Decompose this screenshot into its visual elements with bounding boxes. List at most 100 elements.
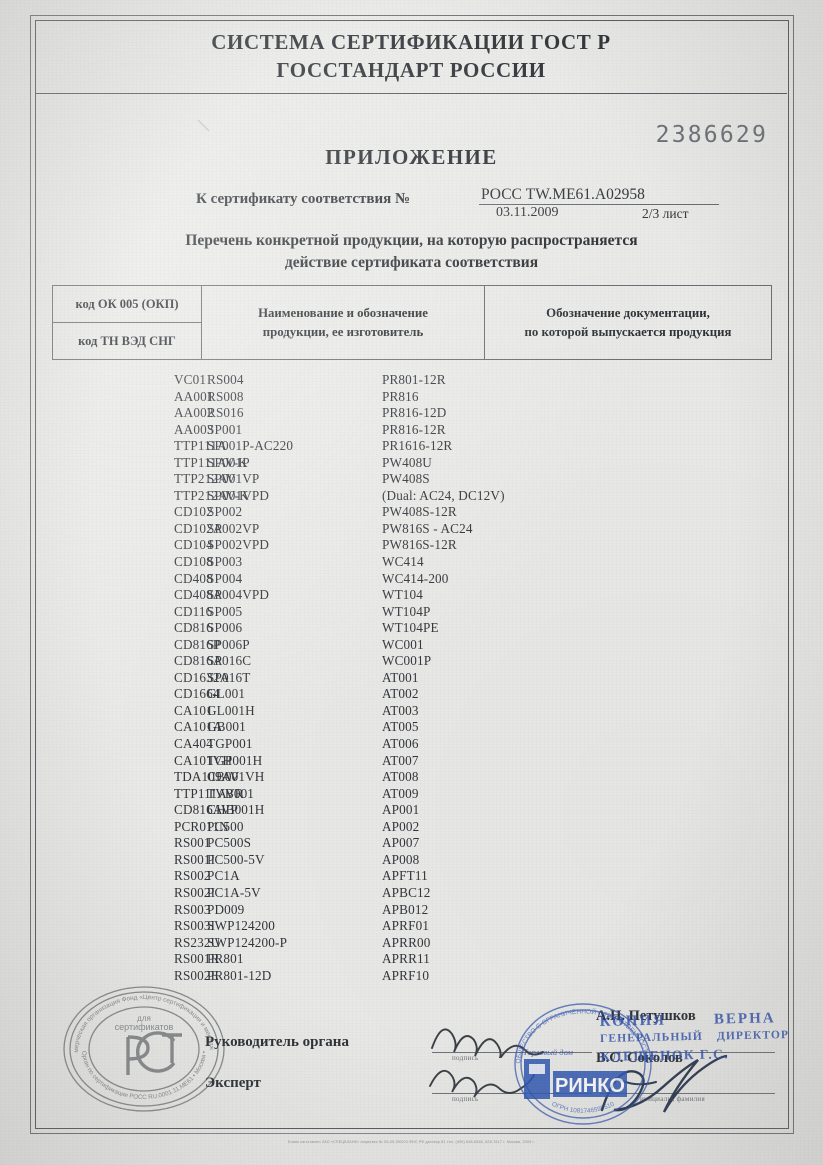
table-header-col3-line1: Обозначение документации,	[546, 305, 710, 320]
product-code: WC001P	[382, 653, 432, 669]
product-code: TGP001	[207, 736, 253, 752]
product-code: CD408A	[174, 587, 223, 603]
table-header: код ОК 005 (ОКП) код ТН ВЭД СНГ Наименов…	[52, 285, 772, 360]
product-code: WT104	[382, 587, 424, 603]
product-code: CD816AVP	[174, 802, 238, 818]
product-code: CD1664	[174, 686, 220, 702]
subtitle-line-1: Перечень конкретной продукции, на котору…	[185, 232, 638, 249]
footer-microtext: Бланк изготовлен ЗАО «СПЕЦБЛАНК» лицензи…	[288, 1140, 535, 1144]
product-code: PR816-12R	[382, 421, 446, 437]
product-code: RS004	[207, 372, 244, 387]
signature-role-head: Руководитель органа	[205, 1034, 349, 1050]
product-code: RS001	[174, 835, 211, 851]
signature-caption-head: подпись	[452, 1054, 479, 1062]
table-header-col3-line2: по которой выпускается продукция	[524, 324, 732, 339]
table-header-col3: Обозначение документации, по которой вып…	[485, 286, 771, 359]
reference-underline	[479, 204, 719, 205]
product-code: PR801-12R	[382, 372, 446, 387]
product-code: CD116	[174, 603, 213, 619]
product-code: WC414	[382, 554, 424, 570]
table-header-col2: Наименование и обозначение продукции, ее…	[202, 286, 485, 359]
product-column-3: PR801-12R PR816 PR816-12D PR816-12R PR1616-1…	[382, 372, 770, 984]
product-code: RS002	[174, 868, 211, 884]
table-header-tnved: код ТН ВЭД СНГ	[78, 333, 176, 348]
product-code: AT003	[382, 702, 419, 718]
product-code: TDA109AV	[174, 769, 240, 785]
product-code: RS003I	[174, 918, 216, 934]
product-code: PR801	[207, 951, 244, 967]
pencil-mark-icon	[197, 119, 210, 132]
product-code: AT009	[382, 785, 419, 801]
certificate-date: 03.11.2009	[496, 205, 559, 220]
product-code: GB001	[207, 719, 246, 735]
product-code: APRF01	[382, 918, 430, 934]
product-code: PW408S	[382, 471, 430, 487]
product-code: SWP124200-P	[207, 934, 288, 950]
product-column-1: VC01 AA001 AA002 AA003 TTP111A TTP111AV-K TTP2…	[52, 372, 249, 984]
product-code: PR816-12D	[382, 405, 447, 421]
product-code: SP004	[207, 570, 243, 586]
blue-oval-stamp: ОБЩЕСТВО С ОГРАНИЧЕННОЙ ОТВЕТСТВЕННОСТЬЮ…	[514, 1003, 652, 1125]
product-code: SP004VPD	[207, 587, 270, 603]
product-code: TTP111AV-K	[174, 454, 248, 470]
product-code: CB001VH	[207, 769, 265, 785]
product-code: WC414-200	[382, 570, 449, 586]
product-code: TTP111AVR	[174, 785, 244, 801]
product-code: AT002	[382, 686, 419, 702]
product-code: CA101VH	[174, 752, 233, 768]
product-code: SWP124200	[207, 918, 276, 934]
signature-caption-expert: подпись	[452, 1095, 479, 1103]
product-code: SP001	[207, 421, 243, 437]
signature-role-expert: Эксперт	[205, 1075, 261, 1091]
product-code: TVB001	[207, 785, 255, 801]
header-line-2: ГОССТАНДАРТ РОССИИ	[276, 57, 546, 82]
product-code: RS008	[207, 388, 244, 404]
table-header-col2-line1: Наименование и обозначение	[258, 305, 428, 320]
signatory-name-head: А.Н. Петушков	[596, 1008, 696, 1024]
product-code: CA404	[174, 736, 213, 752]
product-code: PC1A	[207, 868, 240, 884]
product-code: SP002VP	[207, 520, 260, 536]
sheet-number: 2/3 лист	[642, 206, 689, 221]
blue-brand-logo-icon: РИНКО	[524, 1059, 627, 1099]
serial-number: 2386629	[655, 122, 768, 148]
product-code: CD108	[174, 554, 213, 570]
product-code: AT007	[382, 752, 419, 768]
blue-stamp-tagline: Торговый дом	[523, 1047, 573, 1057]
product-code: GL001	[207, 686, 246, 702]
product-code: SP001VPD	[207, 487, 270, 503]
page-title: ПРИЛОЖЕНИЕ	[325, 145, 498, 169]
product-code: APBC12	[382, 884, 431, 900]
product-code: PR1616-12R	[382, 438, 453, 454]
product-code: PD009	[207, 901, 245, 917]
copy-certified-stamp: КОПИЯ ВЕРНА ГЕНЕРАЛЬНЫЙ ДИРЕКТОР КЛЕЩЕНО…	[599, 1010, 789, 1065]
product-code: PW816S - AC24	[382, 520, 473, 536]
product-code: CD408	[174, 570, 213, 586]
product-code: PW408U	[382, 454, 432, 470]
product-code: SP002VPD	[207, 537, 270, 553]
product-code: AA001	[174, 388, 214, 404]
product-code: TTP111A	[174, 438, 227, 454]
product-code: AA002	[174, 405, 214, 421]
product-code: PW816S-12R	[382, 537, 457, 553]
product-code: APRR11	[382, 951, 431, 967]
product-code: SP001P-AC220	[207, 438, 294, 454]
product-code: CD816A	[174, 653, 223, 669]
product-list: VC01 AA001 AA002 AA003 TTP111A TTP111AV-K TTP2…	[52, 372, 770, 984]
product-code: RS001I	[174, 851, 216, 867]
product-code: TGP001H	[207, 752, 263, 768]
official-round-seal: Некоммерческая организация Фонд «Центр с…	[58, 985, 225, 1112]
product-code: RS002E	[174, 967, 219, 983]
document-header: СИСТЕМА СЕРТИФИКАЦИИ ГОСТ Р ГОССТАНДАРТ …	[35, 20, 787, 94]
product-code: RS002I	[174, 884, 216, 900]
product-code: WT104PE	[382, 620, 439, 636]
product-code: AP008	[382, 851, 420, 867]
product-code: CD1632A	[174, 669, 230, 685]
product-code: (Dual: AC24, DC12V)	[382, 487, 505, 503]
product-code: AT005	[382, 719, 419, 735]
svg-text:РИНКО: РИНКО	[555, 1075, 625, 1097]
product-code: CHB001H	[207, 802, 265, 818]
name-line-head	[600, 1052, 775, 1053]
product-code: PW408S-12R	[382, 504, 457, 520]
